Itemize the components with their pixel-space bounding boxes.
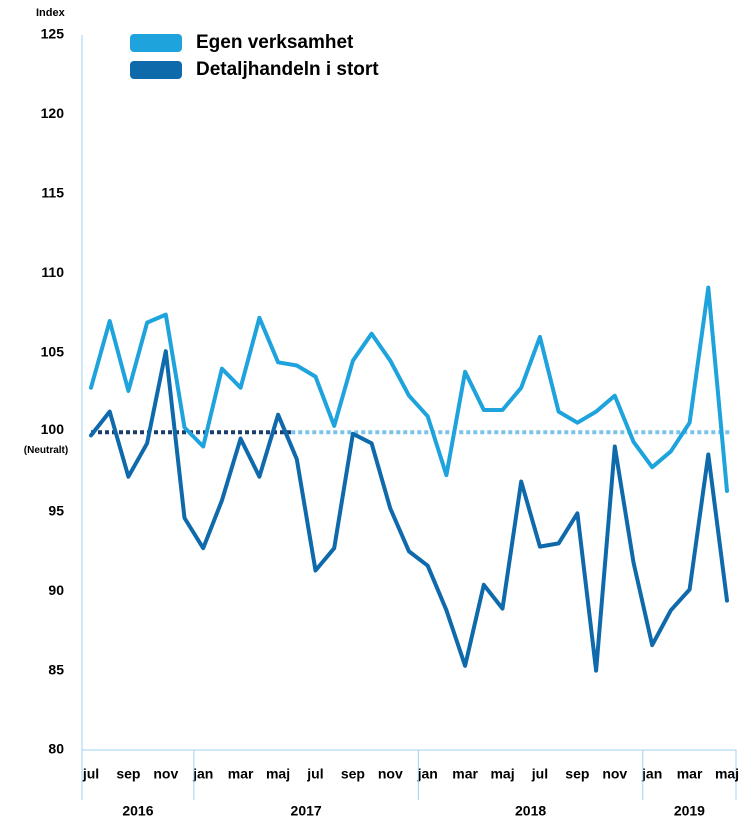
y-tick-label: 95 (48, 502, 64, 518)
x-tick-label: nov (153, 766, 178, 782)
y-tick-label: 90 (48, 582, 64, 598)
x-tick-label: jul (306, 766, 323, 782)
x-tick-label: maj (715, 766, 739, 782)
x-tick-label: jul (82, 766, 99, 782)
y-tick-label: 110 (41, 264, 64, 280)
y-tick-label: 115 (41, 185, 64, 201)
y-tick-label: 105 (41, 343, 65, 359)
year-label: 2017 (291, 803, 322, 819)
x-tick-label: jul (531, 766, 548, 782)
x-tick-label: nov (378, 766, 403, 782)
y-tick-label: 80 (48, 741, 64, 757)
year-label: 2018 (515, 803, 546, 819)
x-tick-label: sep (565, 766, 589, 782)
legend-swatch (130, 61, 182, 79)
year-label: 2016 (122, 803, 153, 819)
year-label: 2019 (674, 803, 705, 819)
x-tick-label: mar (677, 766, 703, 782)
x-tick-label: sep (341, 766, 365, 782)
x-tick-label: nov (602, 766, 627, 782)
series-line (89, 349, 729, 673)
x-tick-label: mar (228, 766, 254, 782)
y-tick-label: 100 (41, 421, 65, 437)
x-tick-label: jan (641, 766, 662, 782)
legend-swatch (130, 34, 182, 52)
legend-label: Egen verksamhet (196, 32, 354, 53)
x-tick-label: sep (116, 766, 140, 782)
series-line (89, 285, 729, 493)
legend-label: Detaljhandeln i stort (196, 59, 379, 80)
y-axis-label: Index (36, 7, 66, 19)
x-tick-label: maj (490, 766, 514, 782)
y-tick-label: 120 (41, 105, 65, 121)
x-tick-label: maj (266, 766, 290, 782)
x-tick-label: mar (452, 766, 478, 782)
x-tick-label: jan (192, 766, 213, 782)
reference-label: (Neutralt) (24, 445, 68, 456)
y-tick-label: 85 (48, 661, 64, 677)
x-tick-label: jan (417, 766, 438, 782)
y-tick-label: 125 (41, 26, 65, 42)
